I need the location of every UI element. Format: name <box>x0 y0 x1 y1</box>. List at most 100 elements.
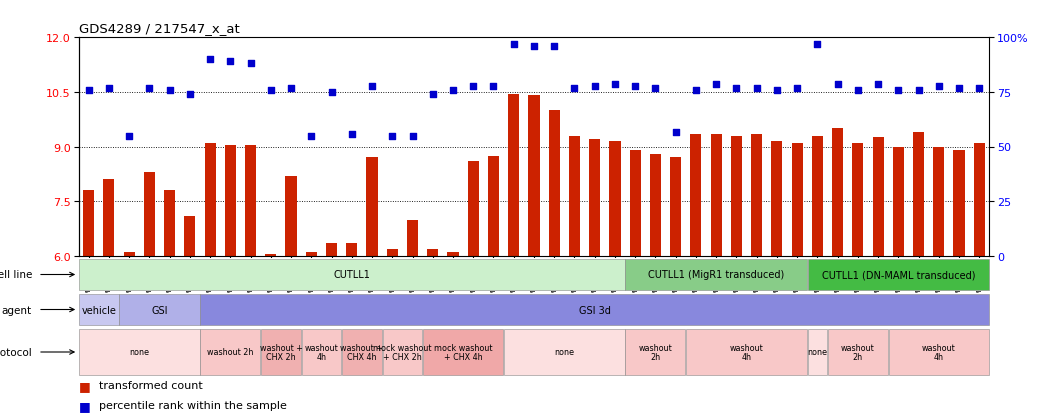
Point <box>363 84 380 90</box>
Bar <box>954 151 964 256</box>
Point <box>181 91 198 97</box>
Bar <box>751 134 762 256</box>
Point <box>384 133 401 140</box>
Text: washout
2h: washout 2h <box>639 343 672 361</box>
Point <box>708 82 725 88</box>
Point <box>343 131 360 138</box>
Text: transformed count: transformed count <box>98 380 202 390</box>
Point <box>870 82 887 88</box>
Point <box>647 85 664 92</box>
Bar <box>589 140 600 256</box>
Bar <box>625 329 686 375</box>
Text: washout
2h: washout 2h <box>841 343 874 361</box>
Text: mock washout
+ CHX 4h: mock washout + CHX 4h <box>433 343 492 361</box>
Point <box>506 42 522 48</box>
Bar <box>447 253 459 256</box>
Text: CUTLL1 (DN-MAML transduced): CUTLL1 (DN-MAML transduced) <box>822 270 975 280</box>
Text: percentile rank within the sample: percentile rank within the sample <box>98 400 287 410</box>
Point <box>566 85 583 92</box>
Point <box>222 58 239 65</box>
Bar <box>225 145 236 256</box>
Point <box>120 133 137 140</box>
Bar <box>407 220 418 256</box>
Bar <box>828 329 888 375</box>
Bar <box>609 142 621 256</box>
Text: ■: ■ <box>79 399 90 412</box>
Point <box>606 82 623 88</box>
Bar <box>386 249 398 256</box>
Bar <box>382 329 422 375</box>
Bar <box>200 294 989 325</box>
Bar <box>772 142 782 256</box>
Point <box>161 88 178 94</box>
Text: agent: agent <box>2 305 32 315</box>
Point <box>404 133 421 140</box>
Bar <box>889 329 989 375</box>
Text: washout +
CHX 4h: washout + CHX 4h <box>340 343 383 361</box>
Text: ■: ■ <box>79 379 90 392</box>
Point <box>586 84 603 90</box>
Bar <box>807 259 989 291</box>
Point <box>951 85 967 92</box>
Bar <box>306 253 317 256</box>
Point <box>749 85 765 92</box>
Point <box>688 88 705 94</box>
Text: none: none <box>129 348 150 357</box>
Bar <box>832 129 843 256</box>
Bar <box>529 96 539 256</box>
Point <box>829 82 846 88</box>
Point <box>526 44 542 50</box>
Bar <box>427 249 439 256</box>
Point <box>890 88 907 94</box>
Bar <box>468 162 478 256</box>
Bar <box>79 329 200 375</box>
Point <box>728 85 744 92</box>
Bar <box>265 254 276 256</box>
Bar <box>302 329 341 375</box>
Point <box>667 129 684 136</box>
Bar <box>104 180 114 256</box>
Bar <box>913 133 925 256</box>
Text: GSI 3d: GSI 3d <box>579 305 610 315</box>
Point <box>485 84 502 90</box>
Bar <box>79 259 625 291</box>
Bar <box>792 143 803 256</box>
Bar <box>852 143 864 256</box>
Bar <box>488 156 499 256</box>
Bar <box>83 191 94 256</box>
Bar <box>245 145 257 256</box>
Bar <box>164 191 175 256</box>
Bar <box>204 143 216 256</box>
Text: washout
4h: washout 4h <box>922 343 956 361</box>
Bar <box>690 134 701 256</box>
Point <box>424 91 441 97</box>
Bar <box>143 173 155 256</box>
Bar <box>629 151 641 256</box>
Bar <box>508 94 519 256</box>
Point <box>202 57 219 63</box>
Text: mock washout
+ CHX 2h: mock washout + CHX 2h <box>373 343 431 361</box>
Point <box>303 133 319 140</box>
Bar <box>650 154 661 256</box>
Point <box>809 42 826 48</box>
Bar <box>974 143 985 256</box>
Point <box>788 85 805 92</box>
Bar <box>200 329 261 375</box>
Text: washout 2h: washout 2h <box>207 348 253 357</box>
Bar <box>423 329 504 375</box>
Bar <box>731 136 742 256</box>
Bar <box>347 244 357 256</box>
Bar <box>326 244 337 256</box>
Bar <box>124 253 135 256</box>
Bar <box>366 158 378 256</box>
Bar <box>261 329 300 375</box>
Point <box>465 84 482 90</box>
Text: cell line: cell line <box>0 270 32 280</box>
Point <box>263 88 280 94</box>
Point <box>141 85 158 92</box>
Bar <box>686 329 807 375</box>
Text: GDS4289 / 217547_x_at: GDS4289 / 217547_x_at <box>79 22 240 36</box>
Point <box>324 89 340 96</box>
Bar <box>184 216 196 256</box>
Bar <box>872 138 884 256</box>
